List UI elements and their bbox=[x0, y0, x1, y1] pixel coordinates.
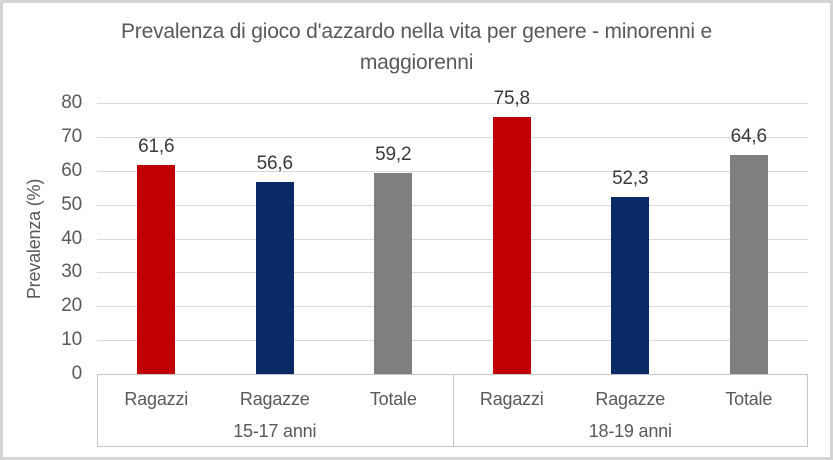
x-category-label: Ragazzi bbox=[479, 389, 544, 409]
bar-ragazze-15-17-anni bbox=[255, 182, 294, 374]
x-group-label: 18-19 anni bbox=[588, 421, 672, 441]
y-tick-label-70: 70 bbox=[61, 125, 82, 147]
category-axis-box bbox=[97, 374, 808, 447]
bar-totale-15-17-anni bbox=[374, 173, 413, 374]
gridline-70 bbox=[97, 136, 808, 138]
y-tick-label-50: 50 bbox=[61, 193, 82, 215]
bar-ragazzi-18-19-anni bbox=[492, 117, 531, 374]
bar-ragazzi-15-17-anni bbox=[137, 165, 176, 374]
bar-value-label: 64,6 bbox=[730, 126, 767, 148]
bar-ragazze-18-19-anni bbox=[611, 196, 650, 374]
x-category-label: Ragazze bbox=[239, 389, 310, 409]
chart-title-text: Prevalenza di gioco d'azzardo nella vita… bbox=[120, 20, 713, 74]
gridline-60 bbox=[97, 170, 808, 172]
gridline-30 bbox=[97, 272, 808, 274]
gridline-10 bbox=[97, 340, 808, 342]
y-tick-label-0: 0 bbox=[71, 363, 83, 384]
x-category-label: Totale bbox=[725, 389, 773, 409]
y-tick-label-20: 20 bbox=[61, 295, 82, 317]
gridline-50 bbox=[97, 204, 808, 206]
category-divider-line bbox=[453, 374, 454, 447]
bar-value-label: 52,3 bbox=[612, 167, 649, 189]
y-tick-label-80: 80 bbox=[61, 92, 82, 113]
bar-value-label: 59,2 bbox=[375, 144, 412, 166]
x-category-label: Totale bbox=[369, 389, 417, 409]
y-tick-label-60: 60 bbox=[61, 159, 82, 181]
bar-value-label: 75,8 bbox=[493, 88, 530, 110]
gridline-40 bbox=[97, 238, 808, 240]
x-category-label: Ragazze bbox=[595, 389, 666, 409]
bar-value-label: 56,6 bbox=[256, 153, 293, 175]
y-tick-label-10: 10 bbox=[61, 329, 82, 351]
bar-value-label: 61,6 bbox=[138, 136, 175, 158]
bar-totale-18-19-anni bbox=[729, 155, 768, 374]
gridline-80 bbox=[97, 103, 808, 104]
gridline-20 bbox=[97, 306, 808, 308]
y-tick-label-40: 40 bbox=[61, 227, 82, 249]
x-group-label: 15-17 anni bbox=[233, 421, 317, 441]
chart-title: Prevalenza di gioco d'azzardo nella vita… bbox=[0, 16, 833, 78]
x-category-label: Ragazzi bbox=[124, 389, 189, 409]
y-tick-label-30: 30 bbox=[61, 261, 82, 283]
